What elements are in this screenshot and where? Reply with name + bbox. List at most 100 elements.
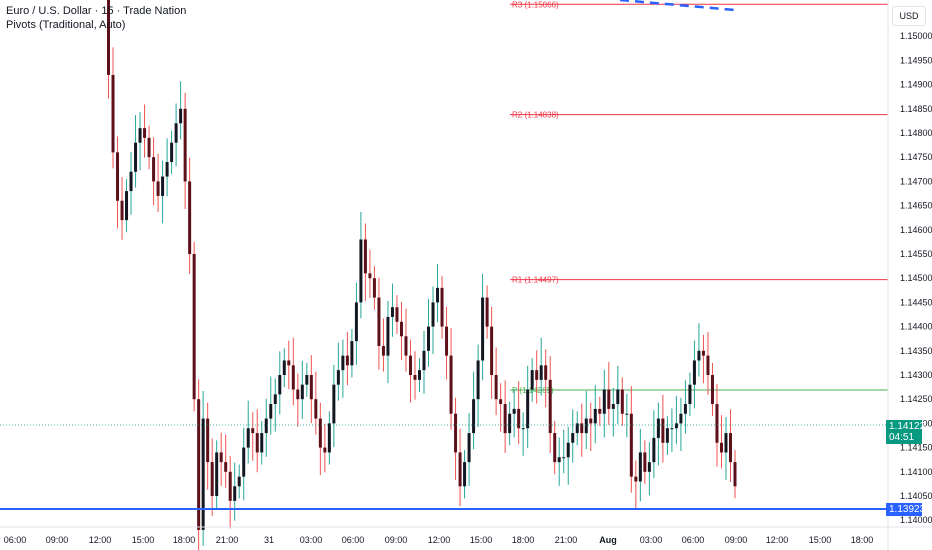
x-tick-label: 15:00	[470, 535, 493, 545]
candle-body	[390, 307, 394, 317]
y-tick-label: 1.14700	[900, 176, 932, 186]
candle-body	[264, 418, 268, 434]
last-price-value: 1.14122	[889, 421, 926, 432]
candle-body	[147, 137, 151, 158]
pivot-label-p: P (1.14269)	[512, 386, 554, 395]
candle-body	[359, 239, 363, 303]
y-tick-label: 1.14100	[900, 467, 932, 477]
x-tick-label: 15:00	[809, 535, 832, 545]
candle-body	[201, 418, 205, 530]
last-price-tag: 1.14122 04:51	[886, 420, 926, 444]
candle-body	[395, 307, 399, 322]
x-tick-label: 09:00	[46, 535, 69, 545]
candle-body	[300, 384, 304, 400]
candle-body	[728, 433, 732, 463]
candle-body	[327, 423, 331, 453]
candle-body	[494, 375, 498, 400]
candle-body	[535, 370, 539, 380]
candle-body	[309, 375, 313, 400]
y-tick-label: 1.14150	[900, 443, 932, 453]
x-tick-label: 06:00	[342, 535, 365, 545]
candle-body	[517, 408, 521, 429]
candle-body	[282, 360, 286, 375]
candle-body	[683, 404, 687, 414]
candle-body	[224, 462, 228, 472]
candle-body	[670, 428, 674, 430]
bar-countdown: 04:51	[889, 432, 915, 443]
y-tick-label: 1.14300	[900, 370, 932, 380]
candle-body	[584, 418, 588, 434]
candles	[107, 0, 737, 550]
candle-body	[485, 297, 489, 327]
pivot-label-r2: R2 (1.14838)	[512, 111, 559, 120]
candle-body	[107, 0, 111, 75]
candle-body	[174, 123, 178, 143]
candle-body	[571, 433, 575, 443]
candle-body	[183, 108, 187, 182]
currency-button[interactable]: USD	[892, 6, 926, 26]
candle-body	[255, 433, 259, 453]
candle-body	[269, 404, 273, 419]
candle-body	[363, 239, 367, 274]
candle-body	[116, 152, 120, 201]
candle-body	[233, 486, 237, 501]
x-tick-label: 31	[264, 535, 274, 545]
x-tick-label: 18:00	[851, 535, 874, 545]
candle-body	[129, 171, 133, 192]
x-tick-label: 12:00	[89, 535, 112, 545]
level-price-value: 1.13923	[889, 504, 926, 515]
time-axis[interactable]: 06:00 09:00 12:00 15:00 18:00 21:00 31 03:00 06:…	[4, 535, 874, 545]
candle-body	[332, 384, 336, 424]
candle-body	[647, 462, 651, 472]
x-tick-label: 12:00	[428, 535, 451, 545]
candle-body	[170, 142, 174, 163]
price-axis[interactable]: 1.140001.140501.141001.141501.142001.142…	[900, 31, 932, 525]
candle-body	[449, 355, 453, 414]
candle-body	[679, 413, 683, 424]
candle-body	[237, 476, 241, 487]
candle-body	[661, 418, 665, 443]
x-tick-label: 18:00	[512, 535, 535, 545]
y-tick-label: 1.14500	[900, 273, 932, 283]
candle-body	[413, 375, 417, 380]
candle-body	[156, 181, 160, 196]
candle-body	[467, 433, 471, 463]
candle-body	[607, 389, 611, 409]
candle-body	[503, 404, 507, 434]
x-tick-label: 09:00	[385, 535, 408, 545]
candle-body	[521, 428, 525, 430]
candle-body	[273, 394, 277, 405]
candle-body	[553, 433, 557, 463]
chart-title: Euro / U.S. Dollar · 15 · Trade Nation	[6, 5, 187, 17]
candle-body	[120, 200, 124, 221]
candle-body	[381, 345, 385, 356]
candle-body	[314, 399, 318, 419]
candle-body	[408, 355, 412, 375]
candle-body	[625, 413, 629, 415]
candle-body	[431, 302, 435, 327]
candle-body	[111, 74, 115, 153]
candle-body	[557, 457, 561, 463]
candle-body	[427, 326, 431, 351]
trend-line-dashed[interactable]	[619, 0, 736, 12]
x-tick-label: 15:00	[132, 535, 155, 545]
candle-body	[575, 423, 579, 434]
candle-body	[701, 350, 705, 356]
candle-body	[323, 447, 327, 453]
level-price-tag: 1.13923	[886, 503, 926, 516]
candle-body	[490, 326, 494, 375]
candle-body	[291, 365, 295, 390]
candle-body	[305, 375, 309, 385]
candle-body	[246, 428, 250, 448]
candle-body	[656, 418, 660, 438]
candle-body	[206, 418, 210, 463]
y-tick-label: 1.14450	[900, 297, 932, 307]
candle-body	[422, 350, 426, 371]
candle-body	[562, 457, 566, 459]
candle-body	[377, 297, 381, 346]
candle-body	[152, 157, 156, 182]
candle-body	[341, 355, 345, 371]
candle-body	[463, 462, 467, 487]
candle-body	[526, 389, 530, 429]
